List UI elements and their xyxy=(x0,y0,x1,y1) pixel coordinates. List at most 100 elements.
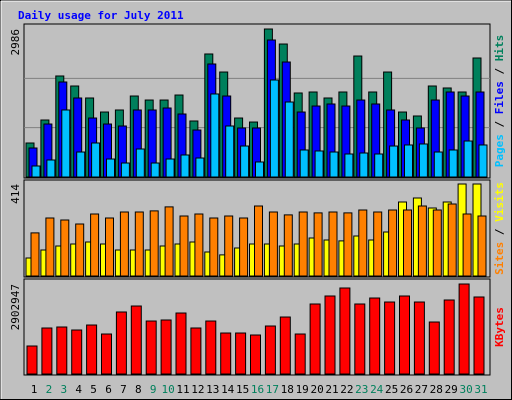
bar xyxy=(399,295,410,375)
x-tick-label: 19 xyxy=(296,383,309,396)
legend-separator: / xyxy=(493,114,506,134)
bar xyxy=(294,333,306,375)
x-tick-label: 17 xyxy=(266,383,279,396)
x-tick-label: 30 xyxy=(459,383,472,396)
bar xyxy=(224,215,234,277)
bar xyxy=(463,140,473,178)
bar xyxy=(254,205,263,277)
bar xyxy=(404,144,413,178)
bar xyxy=(149,210,159,277)
bar xyxy=(329,151,339,178)
x-tick-label: 3 xyxy=(60,383,67,396)
bar xyxy=(328,211,338,277)
legend-entry: Sites xyxy=(493,242,506,275)
bar xyxy=(225,125,235,178)
bar xyxy=(339,287,351,375)
x-tick-label: 21 xyxy=(325,383,338,396)
bar xyxy=(298,211,308,277)
x-tick-label: 4 xyxy=(75,383,82,396)
bar xyxy=(250,334,261,375)
legend-entry: Pages xyxy=(493,134,506,167)
bar xyxy=(205,320,217,375)
x-tick-label: 20 xyxy=(310,383,323,396)
x-tick-label: 9 xyxy=(150,383,157,396)
x-tick-label: 11 xyxy=(176,383,189,396)
bar xyxy=(359,152,369,178)
bar xyxy=(101,333,112,375)
bar xyxy=(209,217,219,277)
bar xyxy=(190,327,202,375)
bar xyxy=(134,211,144,277)
bar xyxy=(115,311,127,375)
bar xyxy=(165,158,175,178)
bar xyxy=(210,93,220,178)
bar xyxy=(264,325,276,375)
bar xyxy=(235,332,247,375)
bar xyxy=(255,161,264,178)
bar xyxy=(105,217,114,277)
bar xyxy=(389,145,399,178)
bar xyxy=(403,209,412,277)
x-tick-label: 8 xyxy=(135,383,142,396)
x-tick-label: 6 xyxy=(105,383,112,396)
x-tick-label: 12 xyxy=(191,383,204,396)
bar xyxy=(175,312,187,375)
x-tick-label: 24 xyxy=(370,383,384,396)
bar xyxy=(160,319,172,375)
bar xyxy=(388,209,398,277)
bar xyxy=(447,203,457,277)
bar xyxy=(71,329,83,375)
bar xyxy=(239,217,249,277)
bar xyxy=(194,213,204,277)
bar xyxy=(145,320,157,375)
bar xyxy=(299,149,309,178)
bar xyxy=(90,213,100,277)
legend-entry: Files xyxy=(493,81,506,114)
bar xyxy=(462,213,472,277)
x-tick-label: 27 xyxy=(415,383,428,396)
bar xyxy=(343,212,353,277)
legend: KBytes xyxy=(493,307,506,347)
x-tick-label: 29 xyxy=(445,383,458,396)
bar xyxy=(56,326,68,375)
x-tick-label: 2 xyxy=(46,383,53,396)
legend: Sites / Visits xyxy=(493,182,506,275)
x-tick-label: 22 xyxy=(340,383,353,396)
bar xyxy=(119,211,129,277)
y-tick-label: 414 xyxy=(9,184,22,204)
bar xyxy=(135,148,145,178)
x-tick-label: 25 xyxy=(385,383,398,396)
bar xyxy=(130,305,142,375)
bar xyxy=(313,212,323,277)
legend-entry: Visits xyxy=(493,182,506,222)
bar xyxy=(86,324,98,375)
bar xyxy=(344,153,354,178)
bar xyxy=(433,151,443,178)
x-tick-label: 5 xyxy=(90,383,97,396)
bar xyxy=(418,143,428,178)
bar xyxy=(75,223,85,277)
bar xyxy=(309,303,321,375)
x-tick-label: 10 xyxy=(161,383,174,396)
x-tick-label: 7 xyxy=(120,383,127,396)
bar xyxy=(46,159,56,178)
legend-separator: / xyxy=(493,61,506,81)
bar xyxy=(413,301,425,375)
bar xyxy=(417,205,427,277)
bar xyxy=(91,142,101,178)
bar xyxy=(369,297,381,375)
bar xyxy=(283,214,293,277)
x-tick-label: 14 xyxy=(221,383,235,396)
legend-entry: Hits xyxy=(493,35,506,62)
x-tick-label: 23 xyxy=(355,383,368,396)
bar xyxy=(76,151,86,178)
x-tick-label: 13 xyxy=(206,383,219,396)
bar xyxy=(31,165,41,178)
x-tick-label: 28 xyxy=(430,383,443,396)
bar xyxy=(478,144,488,178)
bar xyxy=(240,145,250,178)
x-tick-label: 26 xyxy=(400,383,413,396)
bar xyxy=(120,162,130,178)
x-tick-label: 15 xyxy=(236,383,249,396)
